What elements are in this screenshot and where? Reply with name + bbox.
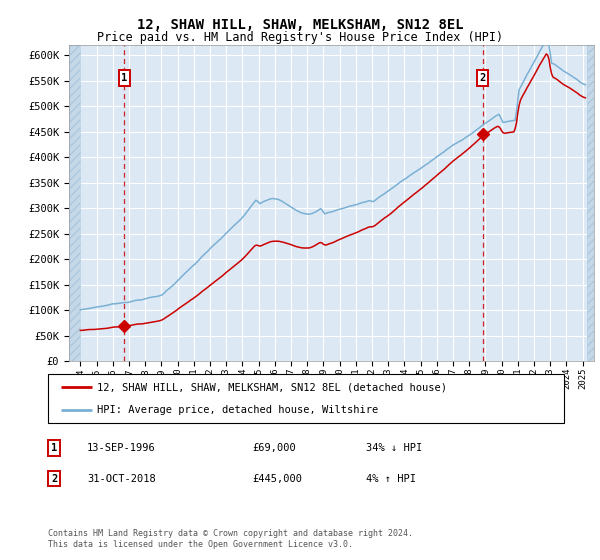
Text: £69,000: £69,000 — [252, 443, 296, 453]
Text: 2: 2 — [51, 474, 57, 484]
Text: Price paid vs. HM Land Registry's House Price Index (HPI): Price paid vs. HM Land Registry's House … — [97, 31, 503, 44]
Text: 12, SHAW HILL, SHAW, MELKSHAM, SN12 8EL (detached house): 12, SHAW HILL, SHAW, MELKSHAM, SN12 8EL … — [97, 382, 447, 393]
Text: Contains HM Land Registry data © Crown copyright and database right 2024.
This d: Contains HM Land Registry data © Crown c… — [48, 529, 413, 549]
Text: £445,000: £445,000 — [252, 474, 302, 484]
Polygon shape — [69, 45, 80, 361]
Text: 1: 1 — [121, 73, 127, 83]
Text: 2: 2 — [479, 73, 486, 83]
FancyBboxPatch shape — [48, 374, 564, 423]
Text: 34% ↓ HPI: 34% ↓ HPI — [366, 443, 422, 453]
Text: 31-OCT-2018: 31-OCT-2018 — [87, 474, 156, 484]
Text: HPI: Average price, detached house, Wiltshire: HPI: Average price, detached house, Wilt… — [97, 405, 378, 416]
Polygon shape — [587, 45, 594, 361]
Text: 1: 1 — [51, 443, 57, 453]
Text: 12, SHAW HILL, SHAW, MELKSHAM, SN12 8EL: 12, SHAW HILL, SHAW, MELKSHAM, SN12 8EL — [137, 18, 463, 32]
Text: 4% ↑ HPI: 4% ↑ HPI — [366, 474, 416, 484]
Text: 13-SEP-1996: 13-SEP-1996 — [87, 443, 156, 453]
